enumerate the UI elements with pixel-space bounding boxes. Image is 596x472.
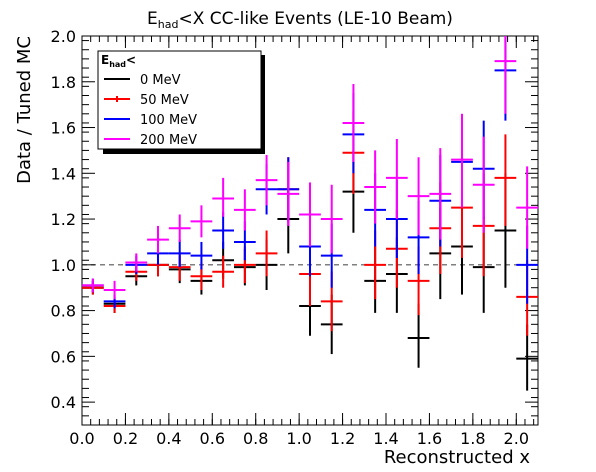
data-point [429,148,452,240]
title-rest: <X CC-like Events (LE-10 Beam) [179,9,453,29]
legend-entry: 0 MeV [104,73,181,88]
data-point [190,205,213,238]
series-200-mev [82,36,538,300]
data-point [277,161,300,226]
legend-label: 0 MeV [140,73,181,88]
data-point [234,189,256,231]
data-point [299,182,321,247]
data-point [190,241,213,270]
x-tick-label: 0.4 [156,429,181,448]
legend-label: 100 MeV [140,113,197,128]
data-point [255,230,278,277]
y-tick-label: 0.8 [51,302,76,321]
data-point [212,212,234,249]
y-tick-label: 0.6 [51,347,76,366]
data-point [212,177,234,217]
x-tick-label: 1.6 [417,429,442,448]
plot-frame [81,35,539,426]
y-tick-label: 1.4 [51,164,76,183]
data-point [320,184,343,254]
y-tick-label: 2.0 [51,27,76,46]
data-point [472,136,495,233]
x-tick-label: 2.0 [504,429,529,448]
data-point [255,154,278,206]
x-tick-label: 0.8 [243,429,268,448]
title-main: E [147,9,158,29]
data-point [386,138,408,220]
data-point [168,239,191,268]
x-tick-label: 1.0 [286,429,311,448]
x-tick-label: 1.4 [373,429,398,448]
title-subscript: had [158,18,179,31]
y-tick-label: 1.2 [51,210,76,229]
legend: Ehad< 0 MeV 50 MeV 100 MeV 200 MeV [97,50,265,154]
legend-entry: 100 MeV [104,113,197,128]
svg-text:Ehad<X CC-like Events (LE-10 B: Ehad<X CC-like Events (LE-10 Beam) [147,9,453,31]
data-point [82,278,104,293]
data-point [494,134,517,226]
y-tick-label: 1.6 [51,119,76,138]
y-tick-label: 1.0 [51,256,76,275]
x-axis-label: Reconstructed x [384,447,531,468]
data-point [103,280,126,300]
data-point [147,225,169,254]
legend-items: 0 MeV 50 MeV 100 MeV 200 MeV [104,73,197,148]
chart-title: Ehad<X CC-like Events (LE-10 Beam) [147,9,453,31]
x-tick-label: 1.2 [330,429,355,448]
axis-ticks: 0.0 0.2 0.4 0.6 0.8 1.0 1.2 1.4 1.6 1.8 2.0 0.4 0.6 0… [51,27,538,448]
y-tick-label: 0.4 [51,393,76,412]
x-tick-label: 1.8 [460,429,485,448]
data-point [407,157,430,236]
y-tick-label: 1.8 [51,73,76,92]
data-point [125,253,148,272]
data-point [494,36,517,114]
x-tick-label: 0.6 [200,429,225,448]
legend-title: Ehad< [101,53,136,69]
data-point [516,166,538,249]
legend-entry: 50 MeV [104,93,189,108]
series-layer [82,36,538,391]
data-point [168,214,191,242]
x-tick-label: 0.0 [69,429,94,448]
y-axis-label: Data / Tuned MC [14,36,35,184]
x-tick-label: 0.2 [113,429,138,448]
legend-entry: 200 MeV [104,133,197,148]
legend-label: 200 MeV [140,133,197,148]
data-point [212,255,234,288]
data-point [364,150,386,224]
data-point [451,113,473,208]
legend-label: 50 MeV [140,93,189,108]
data-point [342,84,365,162]
